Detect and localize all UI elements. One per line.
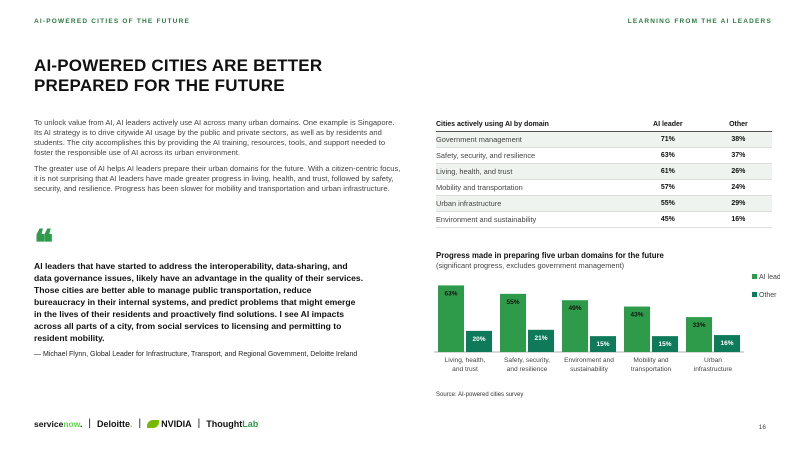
table-cell-other: 29% bbox=[704, 195, 772, 212]
partner-logos: servicenow. | Deloitte. | NVIDIA | Thoug… bbox=[34, 418, 258, 429]
data-label: 20% bbox=[472, 336, 485, 343]
category-label: Urban bbox=[704, 357, 722, 364]
table-cell-leader: 61% bbox=[630, 163, 705, 180]
table-cell-other: 26% bbox=[704, 163, 772, 180]
bar-other bbox=[528, 329, 554, 352]
bar-ai-leader bbox=[500, 293, 526, 352]
nvidia-eye-icon bbox=[147, 420, 160, 429]
legend-swatch bbox=[752, 274, 757, 279]
table-header-row: Cities actively using AI by domain AI le… bbox=[436, 118, 772, 132]
chart-subtitle: (significant progress, excludes governme… bbox=[436, 261, 625, 270]
category-label: infrastructure bbox=[694, 366, 733, 373]
table-row: Environment and sustainability 45% 16% bbox=[436, 211, 772, 228]
bar-ai-leader bbox=[686, 317, 712, 352]
bar-other bbox=[652, 336, 678, 352]
table-cell-other: 37% bbox=[704, 147, 772, 164]
table-cell-leader: 63% bbox=[630, 147, 705, 164]
data-label: 16% bbox=[720, 340, 733, 347]
table-row: Urban infrastructure 55% 29% bbox=[436, 195, 772, 212]
title-line-2: PREPARED FOR THE FUTURE bbox=[34, 76, 285, 95]
legend-swatch bbox=[752, 292, 757, 297]
thoughtlab-logo: ThoughtLab bbox=[206, 418, 259, 429]
body-paragraph-2: The greater use of AI helps AI leaders p… bbox=[34, 164, 401, 193]
bar-other bbox=[714, 335, 740, 352]
data-label: 15% bbox=[658, 341, 671, 348]
data-label: 49% bbox=[568, 305, 581, 312]
table-cell-domain: Government management bbox=[436, 131, 631, 148]
data-label: 33% bbox=[692, 322, 705, 329]
servicenow-logo: servicenow. bbox=[34, 418, 83, 429]
table-row: Government management 71% 38% bbox=[436, 131, 772, 148]
logo-separator: | bbox=[88, 418, 91, 429]
table-row: Mobility and transportation 57% 24% bbox=[436, 179, 772, 196]
category-label: transportation bbox=[631, 366, 672, 373]
quote-mark-icon: ❝ bbox=[34, 222, 54, 264]
pull-quote: AI leaders that have started to address … bbox=[34, 261, 364, 343]
table-cell-other: 38% bbox=[704, 131, 772, 148]
chapter-header: LEARNING FROM THE AI LEADERS bbox=[627, 18, 772, 25]
page-number: 16 bbox=[758, 424, 766, 431]
logo-separator: | bbox=[138, 418, 142, 429]
bar-other bbox=[466, 330, 492, 352]
table-row: Safety, security, and resilience 63% 37% bbox=[436, 147, 772, 164]
body-text: To unlock value from AI, AI leaders acti… bbox=[34, 118, 404, 200]
table-cell-other: 16% bbox=[704, 211, 772, 228]
nvidia-logo: NVIDIA bbox=[147, 419, 192, 429]
category-label: Living, health, bbox=[445, 357, 486, 364]
domain-usage-table: Cities actively using AI by domain AI le… bbox=[436, 116, 772, 228]
table-cell-domain: Urban infrastructure bbox=[436, 195, 631, 212]
data-label: 55% bbox=[506, 299, 519, 306]
deloitte-logo: Deloitte. bbox=[96, 418, 133, 429]
source-note: Source: AI-powered cities survey bbox=[436, 392, 524, 398]
section-header: AI-POWERED CITIES OF THE FUTURE bbox=[34, 18, 191, 25]
legend-label: Other bbox=[759, 292, 777, 299]
table-cell-leader: 55% bbox=[630, 195, 705, 212]
bar-other bbox=[590, 336, 616, 352]
data-label: 15% bbox=[596, 341, 609, 348]
col-header-other: Other bbox=[704, 118, 772, 132]
table-cell-leader: 45% bbox=[630, 211, 705, 228]
category-label: Safety, security, bbox=[504, 357, 550, 364]
bar-ai-leader bbox=[624, 306, 650, 352]
data-label: 21% bbox=[534, 335, 547, 342]
table-cell-domain: Mobility and transportation bbox=[436, 179, 631, 196]
usage-table: Cities actively using AI by domain AI le… bbox=[436, 118, 772, 228]
progress-bar-chart: 63% 20% Living, health, and trust 55% 21% Safe… bbox=[434, 274, 780, 373]
category-label: sustainability bbox=[570, 366, 608, 373]
bar-ai-leader bbox=[562, 300, 588, 352]
data-label: 43% bbox=[630, 312, 643, 319]
table-cell-domain: Environment and sustainability bbox=[436, 211, 631, 228]
table-cell-domain: Safety, security, and resilience bbox=[436, 147, 631, 164]
table-cell-leader: 57% bbox=[630, 179, 705, 196]
body-paragraph-1: To unlock value from AI, AI leaders acti… bbox=[34, 118, 395, 157]
legend-label: AI leader bbox=[759, 274, 780, 281]
table-row: Living, health, and trust 61% 26% bbox=[436, 163, 772, 180]
data-label: 63% bbox=[444, 290, 457, 297]
quote-attribution: — Michael Flynn, Global Leader for Infra… bbox=[34, 351, 358, 358]
chart-title: Progress made in preparing five urban do… bbox=[436, 251, 664, 260]
category-label: Environment and bbox=[564, 357, 614, 364]
bar-ai-leader bbox=[438, 285, 464, 352]
table-title: Cities actively using AI by domain bbox=[436, 118, 631, 132]
title-line-1: AI-POWERED CITIES ARE BETTER bbox=[34, 56, 323, 75]
table-cell-leader: 71% bbox=[630, 131, 705, 148]
category-label: Mobility and bbox=[633, 357, 669, 364]
category-label: and resilience bbox=[507, 366, 548, 373]
logo-separator: | bbox=[197, 418, 201, 429]
table-cell-domain: Living, health, and trust bbox=[436, 163, 631, 180]
page-title: AI-POWERED CITIES ARE BETTER PREPARED FO… bbox=[34, 56, 394, 96]
table-cell-other: 24% bbox=[704, 179, 772, 196]
table-body: Government management 71% 38% Safety, secur… bbox=[436, 131, 772, 228]
col-header-leader: AI leader bbox=[630, 118, 705, 132]
category-label: and trust bbox=[452, 366, 478, 373]
